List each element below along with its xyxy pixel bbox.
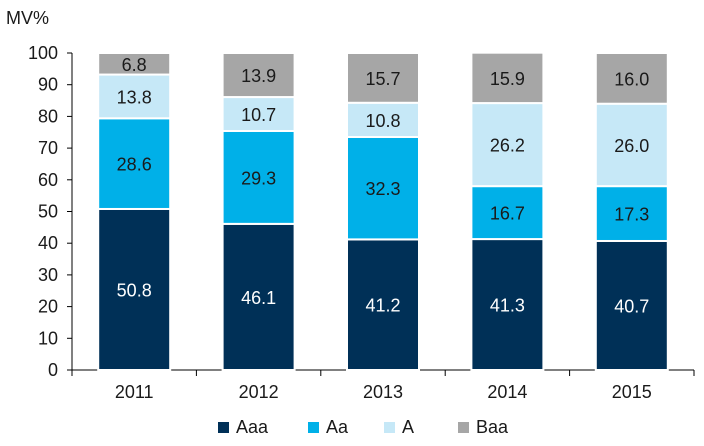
data-label-aa-2011: 28.6: [117, 155, 152, 175]
data-label-aaa-2013: 41.2: [365, 296, 400, 316]
axes: 0 10 20 30 40 50 60 70 80 90 100 2011 2012 2013 2014 20…: [28, 43, 695, 402]
x-tick-label: 2011: [115, 382, 154, 402]
y-tick-label: 40: [38, 233, 58, 253]
bar-segment-aa-2015: [594, 185, 669, 242]
y-tick-label: 20: [38, 297, 58, 317]
legend-swatch-a: [384, 422, 395, 433]
bar-segment-aaa-2011: [97, 207, 172, 371]
bar-segment-aa-2013: [346, 136, 420, 241]
data-label-aa-2012: 29.3: [241, 168, 276, 188]
data-label-baa-2011: 6.8: [122, 55, 147, 75]
data-label-a-2014: 26.2: [490, 136, 525, 156]
data-label-baa-2014: 15.9: [490, 69, 525, 89]
data-label-aaa-2014: 41.3: [490, 296, 525, 316]
bar-segment-a-2015: [594, 102, 669, 188]
legend-swatch-aaa: [218, 422, 229, 433]
data-label-aaa-2011: 50.8: [117, 280, 152, 300]
y-tick-label: 50: [38, 202, 58, 222]
data-label-aaa-2012: 46.1: [241, 288, 276, 308]
bar-segment-baa-2011: [97, 52, 172, 76]
data-label-a-2013: 10.8: [365, 111, 400, 131]
y-tick-label: 30: [38, 265, 58, 285]
legend: Aaa Aa A Baa: [218, 417, 509, 437]
legend-label-a: A: [402, 417, 414, 437]
x-tick-label: 2012: [239, 382, 279, 402]
bar-segment-a-2011: [97, 73, 172, 120]
legend-label-baa: Baa: [476, 417, 509, 437]
bars: [97, 51, 669, 371]
bar-segment-a-2014: [470, 102, 545, 188]
bar-segment-baa-2013: [346, 52, 420, 104]
bar-segment-a-2012: [221, 96, 296, 132]
data-label-aa-2014: 16.7: [490, 204, 525, 224]
legend-label-aaa: Aaa: [236, 417, 269, 437]
data-label-a-2015: 26.0: [614, 136, 649, 156]
y-tick-label: 0: [48, 360, 58, 380]
legend-swatch-baa: [458, 422, 469, 433]
data-label-aa-2015: 17.3: [614, 205, 649, 225]
data-label-a-2011: 13.8: [117, 87, 152, 107]
x-tick-label: 2014: [487, 382, 527, 402]
y-tick-label: 90: [38, 75, 58, 95]
data-label-baa-2013: 15.7: [365, 69, 400, 89]
bar-segment-aaa-2013: [346, 238, 420, 371]
x-tick-label: 2013: [363, 382, 403, 402]
legend-swatch-aa: [308, 422, 319, 433]
bar-segment-baa-2012: [221, 52, 296, 99]
y-tick-label: 100: [28, 43, 58, 63]
y-tick-label: 60: [38, 170, 58, 190]
x-tick-label: 2015: [612, 382, 652, 402]
bar-segment-aaa-2014: [470, 238, 545, 371]
bar-segment-baa-2015: [594, 52, 669, 105]
data-label-a-2012: 10.7: [241, 105, 276, 125]
data-label-baa-2015: 16.0: [614, 69, 649, 89]
data-labels: 50.8 28.6 13.8 6.8 46.1 29.3 10.7 13.9 41.2 32.3 1…: [117, 55, 650, 317]
y-axis-label: MV%: [6, 8, 49, 28]
y-tick-label: 10: [38, 328, 58, 348]
data-label-aaa-2015: 40.7: [614, 296, 649, 316]
data-label-baa-2012: 13.9: [241, 66, 276, 86]
bar-segment-baa-2014: [470, 51, 545, 105]
bar-segment-a-2013: [346, 101, 420, 139]
y-tick-label: 80: [38, 106, 58, 126]
legend-label-aa: Aa: [326, 417, 349, 437]
bar-segment-aaa-2015: [594, 239, 669, 371]
data-label-aa-2013: 32.3: [365, 179, 400, 199]
bar-segment-aa-2012: [221, 129, 296, 225]
y-tick-label: 70: [38, 138, 58, 158]
bar-segment-aa-2011: [97, 117, 172, 210]
